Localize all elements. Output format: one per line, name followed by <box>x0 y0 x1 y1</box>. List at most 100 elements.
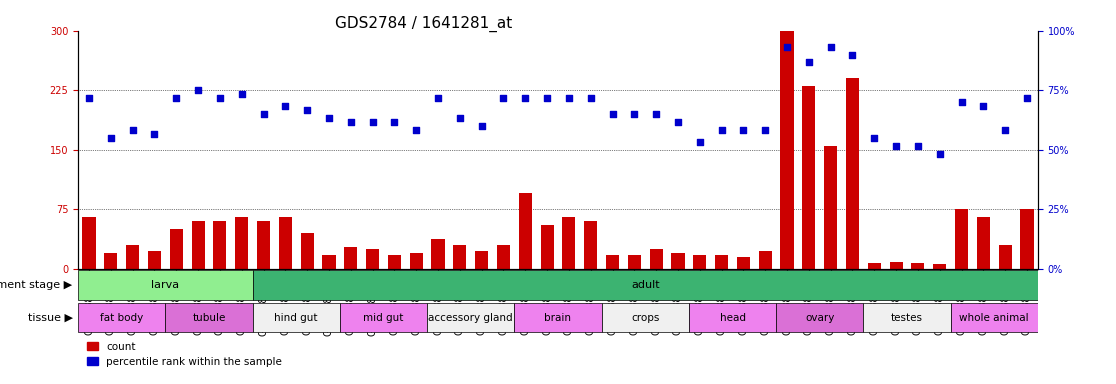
FancyBboxPatch shape <box>951 303 1038 333</box>
FancyBboxPatch shape <box>689 303 776 333</box>
Bar <box>148 252 161 269</box>
FancyBboxPatch shape <box>776 303 864 333</box>
Text: mid gut: mid gut <box>364 313 404 323</box>
Point <box>167 95 185 101</box>
Point <box>865 135 883 141</box>
Text: development stage ▶: development stage ▶ <box>0 280 73 290</box>
Point <box>320 115 338 121</box>
Bar <box>104 253 117 269</box>
Point <box>277 103 295 109</box>
Bar <box>257 221 270 269</box>
Point <box>407 127 425 133</box>
FancyBboxPatch shape <box>78 303 165 333</box>
FancyBboxPatch shape <box>78 270 252 300</box>
Point <box>800 60 818 66</box>
Bar <box>300 233 314 269</box>
Bar <box>170 229 183 269</box>
Point <box>887 143 905 149</box>
Point <box>974 103 992 109</box>
Bar <box>999 245 1012 269</box>
Point <box>124 127 142 133</box>
Point <box>189 87 208 93</box>
Text: ovary: ovary <box>805 313 835 323</box>
Point <box>145 131 163 137</box>
Point <box>844 51 862 58</box>
Point <box>734 127 752 133</box>
Bar <box>83 217 96 269</box>
FancyBboxPatch shape <box>252 270 1038 300</box>
Bar <box>802 86 816 269</box>
Point <box>908 143 926 149</box>
Bar <box>344 247 357 269</box>
Bar <box>715 255 728 269</box>
Point <box>341 119 359 125</box>
Point <box>757 127 775 133</box>
Bar <box>192 221 204 269</box>
Bar <box>628 255 641 269</box>
Bar <box>584 221 597 269</box>
Bar <box>868 263 881 269</box>
Bar <box>519 194 532 269</box>
Bar <box>672 253 684 269</box>
Point <box>102 135 119 141</box>
Text: fat body: fat body <box>100 313 143 323</box>
Point <box>80 95 98 101</box>
Bar <box>453 245 466 269</box>
Legend: count, percentile rank within the sample: count, percentile rank within the sample <box>84 338 287 371</box>
Point <box>821 43 839 50</box>
Text: head: head <box>720 313 745 323</box>
Text: tubule: tubule <box>192 313 225 323</box>
Point <box>953 99 971 105</box>
Text: larva: larva <box>152 280 180 290</box>
Point <box>778 43 796 50</box>
Text: tissue ▶: tissue ▶ <box>28 313 73 323</box>
Bar <box>933 264 946 269</box>
Point <box>364 119 382 125</box>
Point <box>517 95 535 101</box>
Bar <box>432 238 444 269</box>
Bar <box>1020 209 1033 269</box>
Point <box>298 107 316 113</box>
FancyBboxPatch shape <box>602 303 689 333</box>
Point <box>473 123 491 129</box>
Point <box>560 95 578 101</box>
FancyBboxPatch shape <box>340 303 427 333</box>
Text: accessory gland: accessory gland <box>429 313 513 323</box>
Bar <box>759 252 772 269</box>
Bar <box>213 221 227 269</box>
Bar <box>780 31 793 269</box>
Bar <box>824 146 837 269</box>
Bar <box>955 209 968 269</box>
Text: whole animal: whole animal <box>960 313 1029 323</box>
Point <box>538 95 556 101</box>
Text: hind gut: hind gut <box>275 313 318 323</box>
Point <box>1018 95 1036 101</box>
Bar <box>846 78 859 269</box>
Point <box>691 139 709 145</box>
Point <box>581 95 599 101</box>
Bar <box>606 255 619 269</box>
Point <box>997 127 1014 133</box>
Bar <box>235 217 248 269</box>
Point <box>451 115 469 121</box>
FancyBboxPatch shape <box>864 303 951 333</box>
Bar <box>279 217 292 269</box>
Point <box>625 111 643 117</box>
FancyBboxPatch shape <box>514 303 602 333</box>
Text: GDS2784 / 1641281_at: GDS2784 / 1641281_at <box>336 15 512 31</box>
Point <box>211 95 229 101</box>
Point <box>254 111 272 117</box>
FancyBboxPatch shape <box>427 303 514 333</box>
Point <box>385 119 403 125</box>
Text: brain: brain <box>545 313 571 323</box>
Point <box>668 119 686 125</box>
Point <box>429 95 446 101</box>
Bar <box>475 252 488 269</box>
Point <box>604 111 622 117</box>
Bar <box>540 225 554 269</box>
Text: adult: adult <box>631 280 660 290</box>
Bar <box>323 255 336 269</box>
Bar <box>388 255 401 269</box>
Bar <box>889 262 903 269</box>
Bar <box>497 245 510 269</box>
